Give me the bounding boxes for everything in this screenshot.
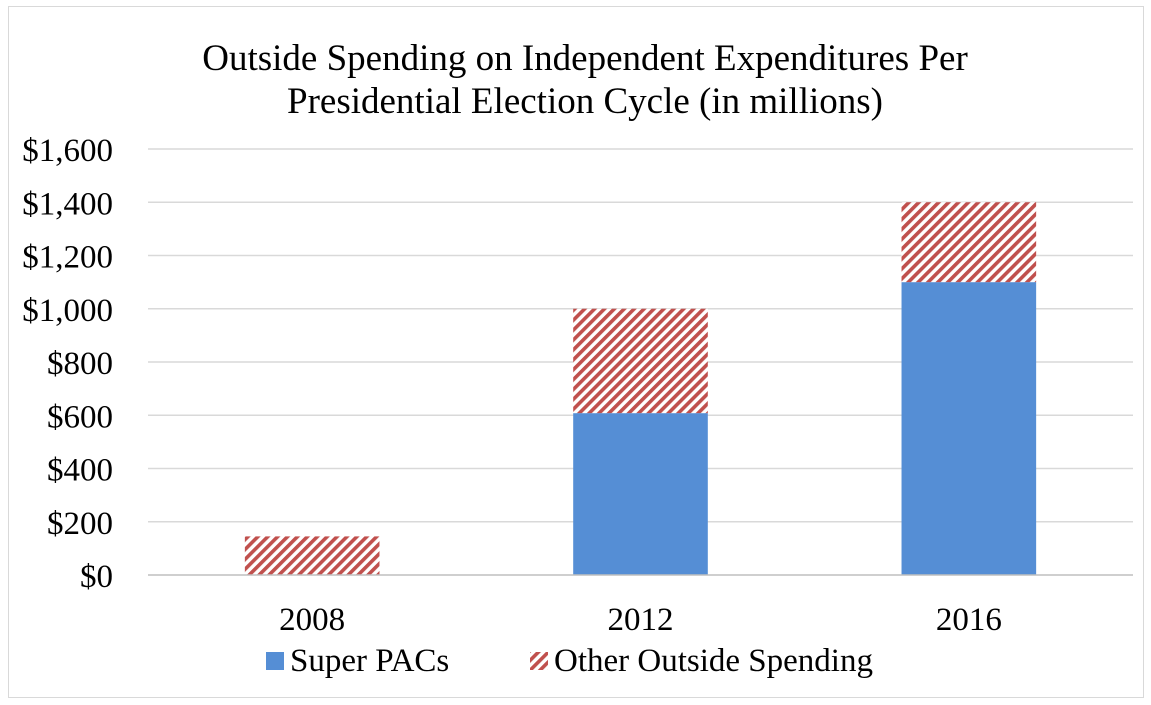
- legend-swatch-super-pacs: [266, 652, 284, 670]
- legend-label-super-pacs: Super PACs: [290, 643, 449, 679]
- y-tick-label: $400: [47, 453, 113, 489]
- y-tick-label: $1,000: [22, 293, 113, 329]
- x-tick-label: 2008: [279, 602, 345, 638]
- y-tick-label: $1,400: [22, 186, 113, 222]
- bar-2008-other-outside-spending: [244, 536, 380, 575]
- bars: [244, 202, 1037, 575]
- y-tick-label: $1,600: [22, 133, 113, 169]
- legend-label-other-outside-spending: Other Outside Spending: [554, 643, 873, 679]
- y-tick-label: $800: [47, 346, 113, 382]
- x-tick-label: 2016: [936, 602, 1002, 638]
- x-tick-label: 2012: [608, 602, 674, 638]
- y-tick-label: $0: [80, 559, 113, 595]
- chart-title-line-1: Outside Spending on Independent Expendit…: [202, 38, 968, 79]
- bar-2012-super-pacs: [573, 413, 708, 575]
- bar-2012-other-outside-spending: [573, 308, 708, 414]
- y-tick-label: $200: [47, 506, 113, 542]
- y-tick-label: $1,200: [22, 240, 113, 276]
- x-axis: 2008 2012 2016: [279, 602, 1002, 638]
- bar-2016-other-outside-spending: [901, 202, 1037, 283]
- bar-2016-super-pacs: [901, 282, 1037, 575]
- legend: Super PACs Other Outside Spending: [266, 643, 873, 679]
- legend-swatch-other-outside-spending: [530, 652, 548, 670]
- chart-title-line-2: Presidential Election Cycle (in millions…: [287, 81, 883, 122]
- y-axis: $0 $200 $400 $600 $800 $1,000 $1,200 $1,400 $1,6…: [22, 133, 113, 595]
- y-tick-label: $600: [47, 399, 113, 435]
